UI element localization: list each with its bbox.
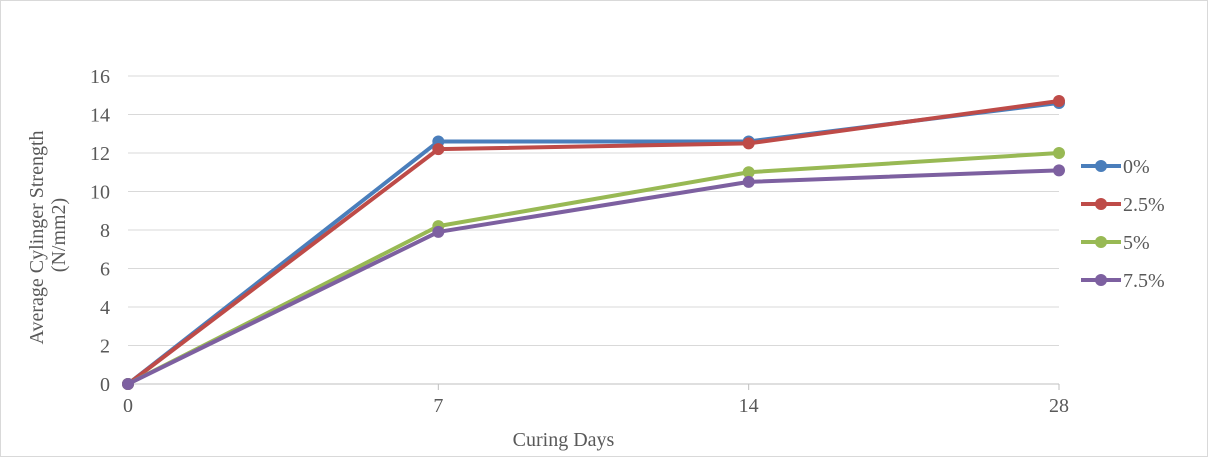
data-point: [742, 137, 755, 150]
legend-entry: 7.5%: [1081, 270, 1165, 292]
x-axis-title: Curing Days: [513, 429, 615, 451]
legend-label: 0%: [1123, 156, 1150, 178]
y-axis-title-line-1: Average Cylinger Strength: [26, 130, 48, 344]
legend-label: 5%: [1123, 232, 1150, 254]
data-point: [742, 166, 755, 179]
legend-marker: [1095, 236, 1107, 248]
legend-label: 2.5%: [1123, 194, 1165, 216]
series: [122, 95, 1065, 390]
data-point: [1053, 95, 1065, 108]
y-axis-title-line-2: (N/mm2): [48, 198, 70, 272]
x-tick-label: 28: [1049, 395, 1069, 417]
legend-entry: 2.5%: [1081, 194, 1165, 216]
x-tick-label: 7: [433, 395, 443, 417]
y-tick-label: 2: [100, 336, 110, 358]
y-axis-title: Average Cylinger Strength (N/mm2): [26, 125, 70, 344]
series-line: [126, 99, 1060, 386]
legend-entry: 0%: [1081, 156, 1150, 178]
axes: 0 2 4 6 8 10 12 14 16 0 7 14 28: [90, 66, 1069, 417]
y-tick-label: 10: [90, 182, 110, 204]
y-tick-label: 0: [100, 374, 110, 396]
legend-marker: [1095, 160, 1107, 172]
legend: 0% 2.5% 5% 7.5%: [1081, 156, 1165, 292]
series-line: [127, 168, 1060, 386]
legend-label: 7.5%: [1123, 270, 1165, 292]
series-0pct: [122, 96, 1065, 390]
legend-marker: [1095, 198, 1107, 210]
legend-entry: 5%: [1081, 232, 1150, 254]
series-7-5pct: [122, 164, 1065, 390]
data-point: [432, 143, 445, 156]
data-point: [1053, 147, 1065, 159]
y-tick-label: 16: [90, 66, 110, 88]
y-tick-label: 4: [100, 297, 110, 319]
gridlines: [128, 75, 1059, 346]
data-point: [742, 175, 755, 188]
x-tick-label: 0: [123, 395, 133, 417]
data-point: [122, 378, 134, 390]
y-tick-label: 12: [90, 143, 110, 165]
x-tick-label: 14: [739, 395, 759, 417]
data-point: [1053, 164, 1065, 177]
series-line: [127, 151, 1060, 386]
legend-marker: [1095, 274, 1107, 286]
y-tick-label: 6: [100, 259, 110, 281]
y-tick-label: 8: [100, 220, 110, 242]
y-tick-label: 14: [90, 105, 110, 127]
data-point: [432, 225, 445, 238]
